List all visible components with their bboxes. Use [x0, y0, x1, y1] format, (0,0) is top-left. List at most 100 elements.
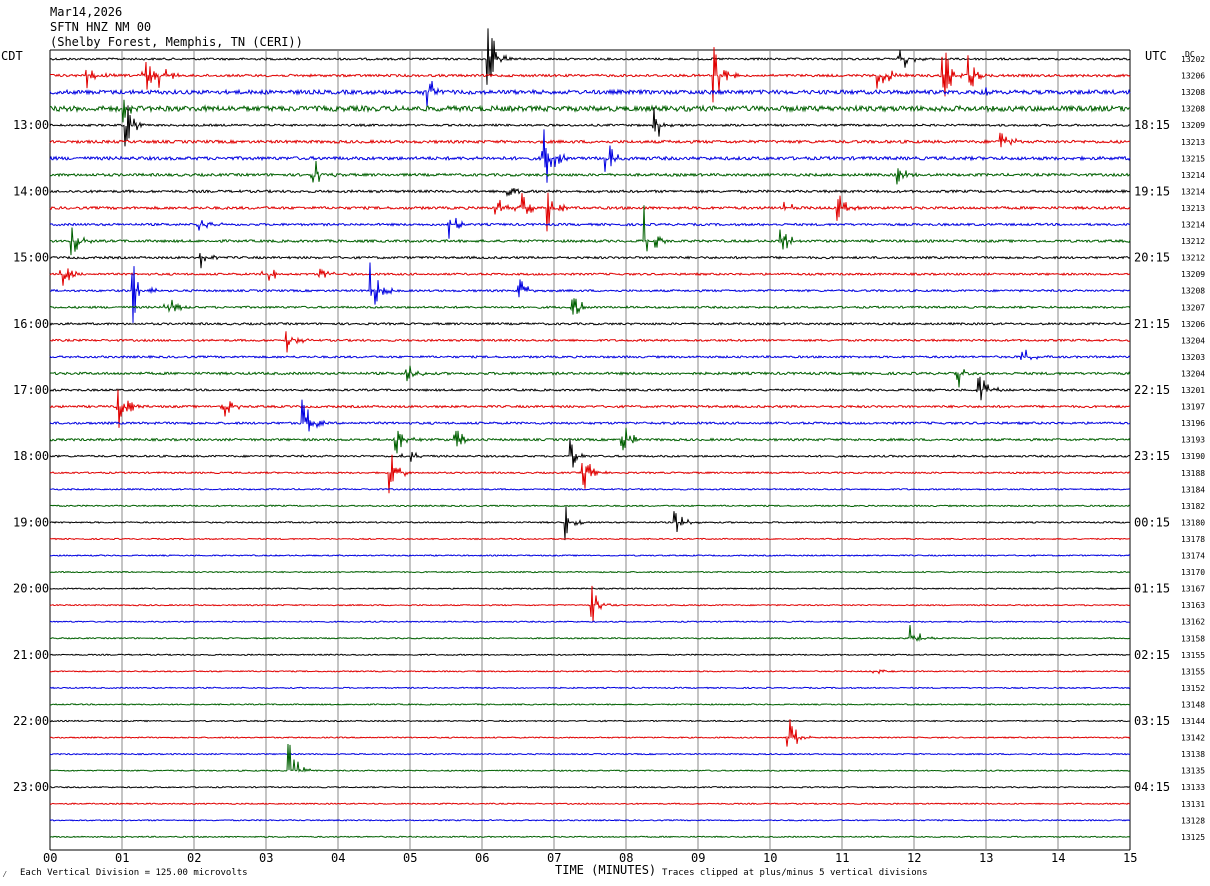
trace-44: [50, 785, 1131, 789]
cdt-time-label: 18:00: [13, 449, 49, 463]
utc-time-label: 21:15: [1134, 317, 1170, 331]
dc-offset-label: 13214: [1181, 187, 1205, 196]
dc-offset-label: 13204: [1181, 369, 1205, 378]
dc-offset-label: 13196: [1181, 419, 1205, 428]
x-tick-label: 05: [403, 851, 417, 865]
trace-41: [49, 719, 1131, 747]
logo-mark: ⁄: [2, 870, 7, 880]
trace-11: [49, 205, 1131, 256]
dc-offset-label: 13204: [1181, 336, 1205, 345]
cdt-time-label: 21:00: [13, 648, 49, 662]
trace-38: [49, 686, 1131, 690]
cdt-time-label: 22:00: [13, 714, 49, 728]
dc-offset-label: 13202: [1181, 55, 1205, 64]
scale-note: Each Vertical Division = 125.00 microvol…: [20, 868, 248, 878]
utc-time-label: 02:15: [1134, 648, 1170, 662]
x-tick-label: 13: [979, 851, 993, 865]
header-location: (Shelby Forest, Memphis, TN (CERI)): [50, 35, 303, 49]
dc-offset-label: 13128: [1181, 816, 1205, 825]
x-tick-label: 04: [331, 851, 345, 865]
trace-1: [49, 47, 1131, 103]
dc-offset-label: 13167: [1181, 585, 1205, 594]
x-tick-label: 09: [691, 851, 705, 865]
dc-offset-label: 13162: [1181, 618, 1205, 627]
x-tick-label: 14: [1051, 851, 1065, 865]
cdt-time-label: 16:00: [13, 317, 49, 331]
dc-offset-label: 13212: [1181, 254, 1205, 263]
header-date: Mar14,2026: [50, 5, 122, 19]
trace-20: [49, 376, 1131, 401]
trace-22: [49, 399, 1131, 432]
dc-offset-label: 13125: [1181, 833, 1205, 842]
utc-time-label: 23:15: [1134, 449, 1170, 463]
utc-time-label: 20:15: [1134, 251, 1170, 265]
dc-offset-label: 13208: [1181, 105, 1205, 114]
utc-time-label: 18:15: [1134, 118, 1170, 132]
dc-offset-label: 13214: [1181, 221, 1205, 230]
dc-offset-label: 13193: [1181, 436, 1205, 445]
x-tick-label: 03: [259, 851, 273, 865]
x-tick-label: 11: [835, 851, 849, 865]
dc-offset-label: 13214: [1181, 171, 1205, 180]
header-station: SFTN HNZ NM 00: [50, 20, 151, 34]
dc-offset-label: 13203: [1181, 353, 1205, 362]
dc-offset-label: 13197: [1181, 403, 1205, 412]
cdt-time-label: 17:00: [13, 383, 49, 397]
dc-offset-label: 13152: [1181, 684, 1205, 693]
dc-offset-label: 13144: [1181, 717, 1205, 726]
trace-12: [49, 253, 1131, 269]
dc-offset-label: 13209: [1181, 121, 1205, 130]
dc-offset-label: 13138: [1181, 750, 1205, 759]
dc-offset-label: 13212: [1181, 237, 1205, 246]
dc-offset-label: 13201: [1181, 386, 1205, 395]
trace-33: [49, 585, 1131, 623]
cdt-time-label: 19:00: [13, 515, 49, 529]
trace-39: [49, 703, 1130, 706]
trace-16: [49, 321, 1131, 326]
trace-28: [49, 506, 1131, 541]
trace-36: [50, 653, 1130, 657]
x-tick-label: 08: [619, 851, 633, 865]
cdt-time-label: 20:00: [13, 582, 49, 596]
dc-offset-label: 13163: [1181, 601, 1205, 610]
x-tick-label: 12: [907, 851, 921, 865]
trace-37: [49, 668, 1131, 675]
offset-column-label: DC: [1185, 50, 1195, 59]
trace-47: [49, 835, 1131, 839]
cdt-time-label: 15:00: [13, 251, 49, 265]
x-tick-label: 10: [763, 851, 777, 865]
trace-10: [49, 217, 1130, 239]
utc-time-label: 03:15: [1134, 714, 1170, 728]
cdt-time-label: 13:00: [13, 118, 49, 132]
trace-3: [49, 99, 1131, 123]
utc-time-label: 01:15: [1134, 582, 1170, 596]
right-axis-label: UTC: [1145, 49, 1167, 63]
utc-time-label: 00:15: [1134, 515, 1170, 529]
trace-8: [49, 188, 1131, 198]
time-label-group: 13:00 14:00 15:00 16:00 17:00 18:00 19:00 20:00…: [13, 55, 1205, 842]
trace-40: [49, 719, 1130, 723]
x-tick-label: 06: [475, 851, 489, 865]
trace-9: [49, 192, 1131, 232]
x-tick-label: 00: [43, 851, 57, 865]
dc-offset-label: 13190: [1181, 452, 1205, 461]
trace-26: [49, 487, 1131, 491]
trace-30: [49, 554, 1131, 557]
trace-25: [49, 454, 1131, 494]
dc-offset-label: 13155: [1181, 667, 1205, 676]
dc-offset-label: 13174: [1181, 552, 1205, 561]
x-axis-title: TIME (MINUTES): [555, 863, 656, 877]
dc-offset-label: 13208: [1181, 287, 1205, 296]
trace-group: [49, 28, 1131, 839]
x-tick-label: 02: [187, 851, 201, 865]
trace-29: [49, 537, 1131, 541]
dc-offset-label: 13178: [1181, 535, 1205, 544]
trace-0: [49, 28, 1131, 85]
trace-24: [49, 438, 1131, 468]
x-axis: 00 01 02 03 04 05 06 07 08 09 10 11 12 13 14 15: [43, 851, 1137, 865]
trace-15: [49, 298, 1131, 315]
dc-offset-label: 13206: [1181, 72, 1205, 81]
dc-offset-label: 13206: [1181, 320, 1205, 329]
dc-offset-label: 13213: [1181, 204, 1205, 213]
trace-6: [49, 129, 1131, 183]
